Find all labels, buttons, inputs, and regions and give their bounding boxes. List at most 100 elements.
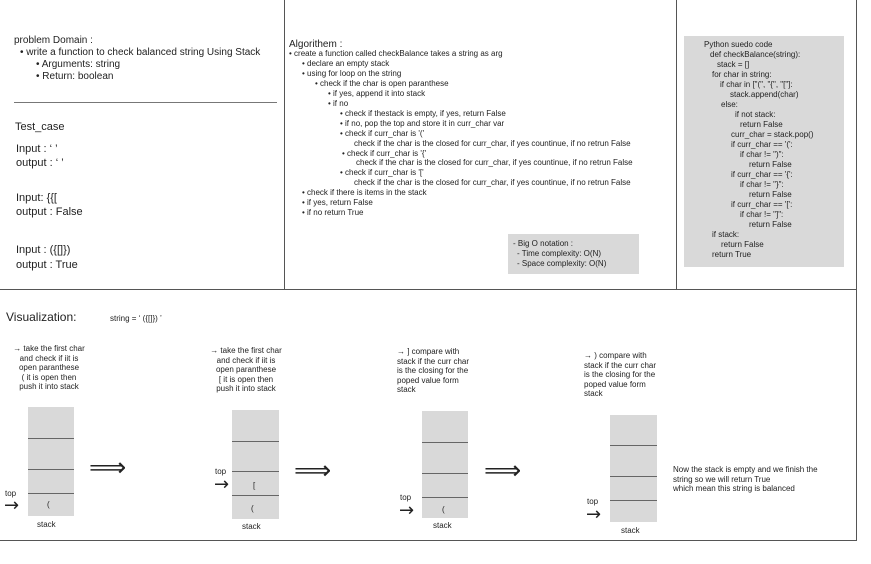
step-arrow-3-icon: ⟹ — [484, 456, 522, 486]
step-1-line: open paranthese — [18, 363, 80, 373]
algo-line: check if the char is the closed for curr… — [354, 139, 631, 148]
step-3-caption: → ] compare with stack if the curr char … — [397, 347, 497, 395]
testcase-input-1: Input : ‘ ’ — [16, 143, 58, 155]
stack-4-divider — [610, 445, 657, 446]
stack-4-top-label: top — [587, 497, 599, 506]
stack-2-divider — [232, 441, 279, 442]
stack-3-divider — [422, 442, 468, 443]
step-4-line: stack if the curr char — [584, 360, 657, 370]
algorithm-title: Algorithem : — [289, 39, 343, 50]
visualization-title: Visualization: — [6, 310, 77, 324]
algo-line: • check if curr_char is '[' — [340, 168, 424, 177]
algo-line: • check if there is items in the stack — [302, 188, 427, 197]
step-4-line: stack — [584, 389, 603, 399]
pseudo-line: return False — [749, 160, 792, 169]
stack-3: ( — [422, 411, 468, 518]
stack-2: [ ( — [232, 410, 279, 519]
stack-3-label: stack — [433, 521, 452, 530]
divider-horizontal-bottom — [0, 540, 857, 541]
stack-2-item-paren: ( — [251, 504, 254, 513]
big-o-title: - Big O notation : — [513, 239, 574, 248]
divider-horizontal-middle — [0, 289, 857, 290]
problem-sub-return: • Return: boolean — [36, 71, 114, 82]
testcase-title: Test_case — [15, 121, 65, 133]
stack-1-label: stack — [37, 520, 56, 529]
step-4-caption: → ) compare with stack if the curr char … — [584, 351, 684, 399]
testcase-output-2: output : False — [16, 206, 83, 218]
step-4-line: is the closing for the — [584, 370, 656, 380]
stack-4-divider — [610, 500, 657, 501]
stack-3-top-arrow-icon: → — [399, 500, 415, 521]
divider-vertical-2 — [676, 0, 677, 289]
testcase-output-1: output : ‘ ’ — [16, 157, 64, 169]
problem-sub-arguments: • Arguments: string — [36, 59, 121, 70]
final-note-line: which mean this string is balanced — [673, 484, 795, 494]
algo-line: • create a function called checkBalance … — [289, 49, 503, 58]
pseudo-line: if curr_char == '(': — [731, 140, 793, 149]
step-3-line: → ] compare with — [397, 347, 460, 356]
pseudo-line: for char in string: — [712, 70, 772, 79]
stack-3-divider — [422, 473, 468, 474]
algo-line: • declare an empty stack — [302, 59, 390, 68]
stack-1-divider — [28, 469, 74, 470]
pseudo-line: return False — [721, 240, 764, 249]
algo-line: • check if the char is open paranthese — [315, 79, 449, 88]
pseudo-line: else: — [721, 100, 738, 109]
arguments-text: Arguments: string — [41, 59, 121, 70]
pseudo-line: if curr_char == '{': — [731, 170, 793, 179]
pseudo-line: return False — [749, 190, 792, 199]
problem-bullet: • write a function to check balanced str… — [20, 47, 261, 58]
big-o-space: - Space complexity: O(N) — [517, 259, 607, 268]
big-o-box — [508, 234, 639, 274]
stack-3-item-paren: ( — [442, 505, 445, 514]
stack-3-divider — [422, 497, 468, 498]
stack-2-divider — [232, 471, 279, 472]
pseudo-line: return False — [740, 120, 783, 129]
stack-1: ( — [28, 407, 74, 516]
algo-line: • if no, pop the top and store it in cur… — [340, 119, 505, 128]
algo-line: • using for loop on the string — [302, 69, 402, 78]
problem-title: problem Domain : — [14, 35, 93, 46]
stack-1-divider — [28, 493, 74, 494]
divider-vertical-1 — [284, 0, 285, 289]
algo-line: • check if curr_char is '(' — [340, 129, 425, 138]
final-note-line: Now the stack is empty and we finish the — [673, 465, 818, 474]
stack-2-divider — [232, 495, 279, 496]
step-3-line: poped value form — [397, 375, 459, 385]
step-1-caption: → take the first char and check if iit i… — [6, 344, 92, 392]
big-o-time: - Time complexity: O(N) — [517, 249, 602, 258]
stack-1-divider — [28, 438, 74, 439]
pseudo-line: def checkBalance(string): — [710, 50, 801, 59]
stack-4 — [610, 415, 657, 522]
stack-1-top-label: top — [5, 489, 17, 498]
pseudo-line: if stack: — [712, 230, 740, 239]
stack-4-top-arrow-icon: → — [586, 504, 602, 525]
algo-line: check if the char is the closed for curr… — [356, 158, 633, 167]
pseudo-title: Python suedo code — [704, 40, 773, 49]
stack-3-top-label: top — [400, 493, 412, 502]
problem-underline — [14, 102, 277, 103]
pseudo-line: stack = [] — [717, 60, 750, 69]
step-2-line: [ it is open then — [218, 374, 274, 384]
final-note: Now the stack is empty and we finish the… — [673, 465, 818, 494]
problem-bullet-text: write a function to check balanced strin… — [26, 47, 261, 58]
stack-1-top-arrow-icon: → — [4, 495, 20, 516]
testcase-output-3: output : True — [16, 259, 78, 271]
stack-2-label: stack — [242, 522, 261, 531]
pseudo-line: if char != ")": — [740, 150, 784, 159]
step-1-line: and check if iit is — [19, 353, 79, 363]
step-4-line: → ) compare with — [584, 351, 647, 360]
visualization-string: string = ‘ ({[]}) ’ — [110, 314, 162, 323]
stack-1-item-paren: ( — [47, 500, 50, 509]
testcase-input-2: Input: {{[ — [16, 192, 57, 204]
pseudo-line: return False — [749, 220, 792, 229]
testcase-input-3: Input : ({[]}) — [16, 244, 71, 256]
return-text: Return: boolean — [42, 71, 114, 82]
step-3-line: is the closing for the — [397, 366, 469, 376]
stack-4-label: stack — [621, 526, 640, 535]
algo-line: • if yes, return False — [302, 198, 373, 207]
pseudo-line: curr_char = stack.pop() — [731, 130, 814, 139]
stack-2-top-arrow-icon: → — [214, 474, 230, 495]
algo-line: • if no return True — [302, 208, 364, 217]
step-2-line: and check if iit is — [216, 355, 276, 365]
